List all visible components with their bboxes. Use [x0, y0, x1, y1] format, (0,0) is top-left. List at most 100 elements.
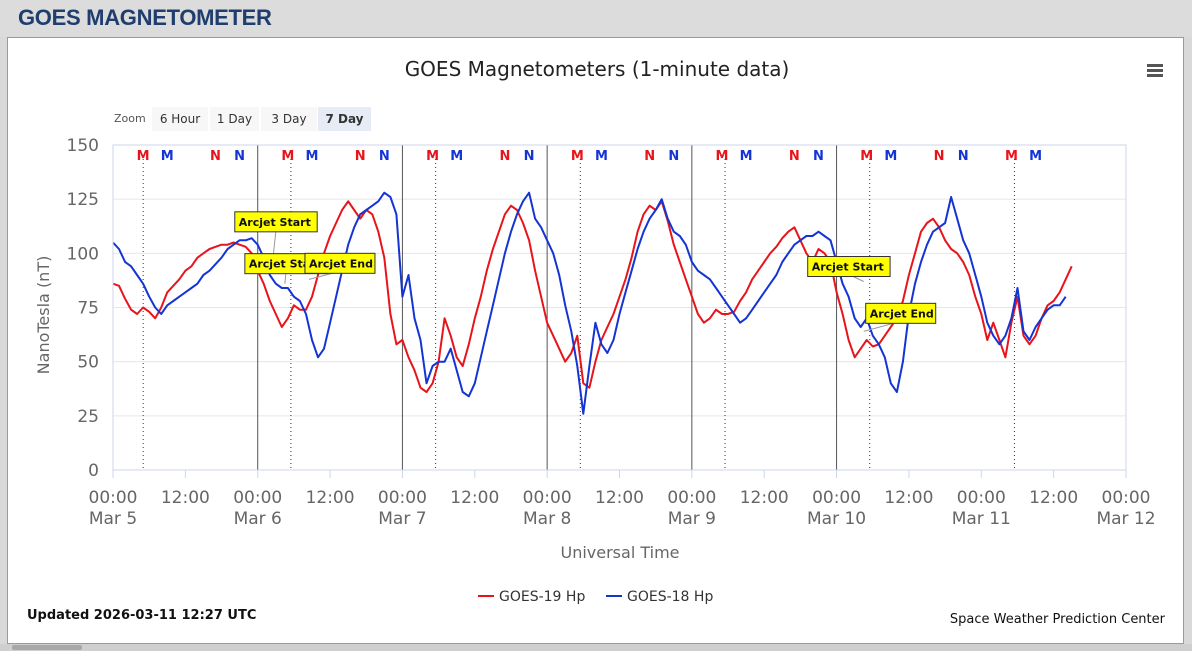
annotation-label: Arcjet Start [812, 261, 884, 274]
zoom-button-label[interactable]: 6 Hour [160, 112, 200, 126]
marker-n: N [813, 149, 824, 164]
marker-n: N [355, 149, 366, 164]
x-tick-date-label: Mar 8 [523, 509, 571, 529]
x-tick-label: 00:00 [957, 488, 1006, 508]
menu-icon-bar-1[interactable] [1147, 64, 1163, 67]
y-tick-label: 25 [77, 407, 99, 427]
marker-n: N [524, 149, 535, 164]
x-tick-date-label: Mar 11 [952, 509, 1011, 529]
marker-n: N [958, 149, 969, 164]
legend-label[interactable]: GOES-18 Hp [627, 589, 713, 605]
annotation-arcjet-start: Arcjet Start [234, 211, 318, 233]
x-tick-label: 12:00 [306, 488, 355, 508]
export-menu-button[interactable] [1144, 60, 1166, 80]
y-tick-label: 125 [67, 190, 99, 210]
marker-m: M [884, 149, 897, 164]
series-line-goes-18-hp [112, 191, 1067, 415]
y-tick-label: 0 [88, 461, 99, 481]
zoom-button-bg[interactable] [318, 107, 371, 131]
marker-n: N [644, 149, 655, 164]
x-tick-label: 12:00 [595, 488, 644, 508]
zoom-button-bg[interactable] [152, 107, 208, 131]
annotation-arcjet-end: Arcjet End [865, 302, 937, 324]
annotation-box [807, 256, 891, 277]
page-header: GOES MAGNETOMETER [0, 0, 1192, 37]
marker-m: M [161, 149, 174, 164]
x-tick-date-label: Mar 7 [378, 509, 426, 529]
annotation-box [865, 302, 937, 324]
marker-m: M [281, 149, 294, 164]
annotation-label: Arcjet Start [249, 258, 321, 271]
y-tick-label: 50 [77, 353, 99, 373]
y-tick-label: 100 [67, 244, 99, 264]
series-line-goes-19-hp [112, 200, 1073, 393]
x-tick-date-label: Mar 5 [89, 509, 137, 529]
zoom-label: Zoom [114, 112, 146, 125]
marker-m: M [137, 149, 150, 164]
zoom-button-bg[interactable] [210, 107, 259, 131]
zoom-button-bg[interactable] [261, 107, 317, 131]
y-axis-label: NanoTesla (nT) [34, 256, 53, 375]
zoom-button-label[interactable]: 7 Day [325, 112, 363, 126]
menu-icon-bar-3[interactable] [1147, 74, 1163, 77]
zoom-button-label[interactable]: 3 Day [271, 112, 306, 126]
x-axis-label: Universal Time [560, 543, 679, 562]
x-tick-label: 12:00 [450, 488, 499, 508]
x-tick-label: 00:00 [233, 488, 282, 508]
annotation-label: Arcjet End [309, 257, 373, 270]
legend: GOES-19 Hp GOES-18 Hp [478, 589, 713, 605]
annotation-label: Arcjet End [870, 307, 934, 320]
zoom-buttons: 6 Hour 1 Day 3 Day 7 Day [152, 107, 371, 131]
legend-item-goes-19-hp[interactable]: GOES-19 Hp [478, 589, 585, 605]
x-tick-label: 12:00 [1029, 488, 1078, 508]
x-tick-label: 00:00 [523, 488, 572, 508]
x-tick-label: 12:00 [884, 488, 933, 508]
marker-m: M [571, 149, 584, 164]
credit-text: Space Weather Prediction Center [950, 612, 1166, 627]
x-tick-date-label: Mar 6 [234, 509, 282, 529]
zoom-button-6-hour[interactable]: 6 Hour [152, 107, 208, 131]
zoom-button-label[interactable]: 1 Day [217, 112, 252, 126]
chart-title: GOES Magnetometers (1-minute data) [405, 57, 790, 81]
marker-n: N [934, 149, 945, 164]
zoom-button-1-day[interactable]: 1 Day [210, 107, 259, 131]
magnetometer-chart: GOES Magnetometers (1-minute data) Zoom … [27, 57, 1166, 627]
y-tick-label: 75 [77, 299, 99, 319]
x-tick-date-label: Mar 12 [1096, 509, 1155, 529]
chart-panel: GOES Magnetometers (1-minute data) Zoom … [7, 37, 1184, 644]
marker-m: M [740, 149, 753, 164]
marker-m: M [860, 149, 873, 164]
x-tick-label: 00:00 [378, 488, 427, 508]
legend-item-goes-18-hp[interactable]: GOES-18 Hp [606, 589, 713, 605]
marker-m: M [1029, 149, 1042, 164]
marker-n: N [234, 149, 245, 164]
x-tick-label: 00:00 [812, 488, 861, 508]
scrollbar-thumb[interactable] [12, 645, 82, 650]
horizontal-scrollbar[interactable] [0, 644, 1192, 651]
x-tick-label: 12:00 [161, 488, 210, 508]
annotation-arcjet-start: Arcjet Start [807, 256, 891, 277]
zoom-button-7-day[interactable]: 7 Day [318, 107, 371, 131]
x-tick-label: 00:00 [89, 488, 138, 508]
legend-label[interactable]: GOES-19 Hp [499, 589, 585, 605]
day-lines [142, 145, 1015, 470]
zoom-button-3-day[interactable]: 3 Day [261, 107, 317, 131]
marker-m: M [716, 149, 729, 164]
marker-m: M [1005, 149, 1018, 164]
marker-n: N [210, 149, 221, 164]
updated-timestamp: Updated 2026-03-11 12:27 UTC [27, 608, 256, 623]
annotation-box [234, 211, 318, 233]
marker-m: M [426, 149, 439, 164]
x-tick-label: 00:00 [1102, 488, 1151, 508]
marker-n: N [668, 149, 679, 164]
page-title: GOES MAGNETOMETER [18, 5, 272, 30]
marker-n: N [379, 149, 390, 164]
menu-icon-bar-2[interactable] [1147, 69, 1163, 72]
x-tick-label: 00:00 [667, 488, 716, 508]
y-tick-label: 150 [67, 136, 99, 156]
x-tick-date-label: Mar 9 [668, 509, 716, 529]
x-tick-date-label: Mar 10 [807, 509, 866, 529]
